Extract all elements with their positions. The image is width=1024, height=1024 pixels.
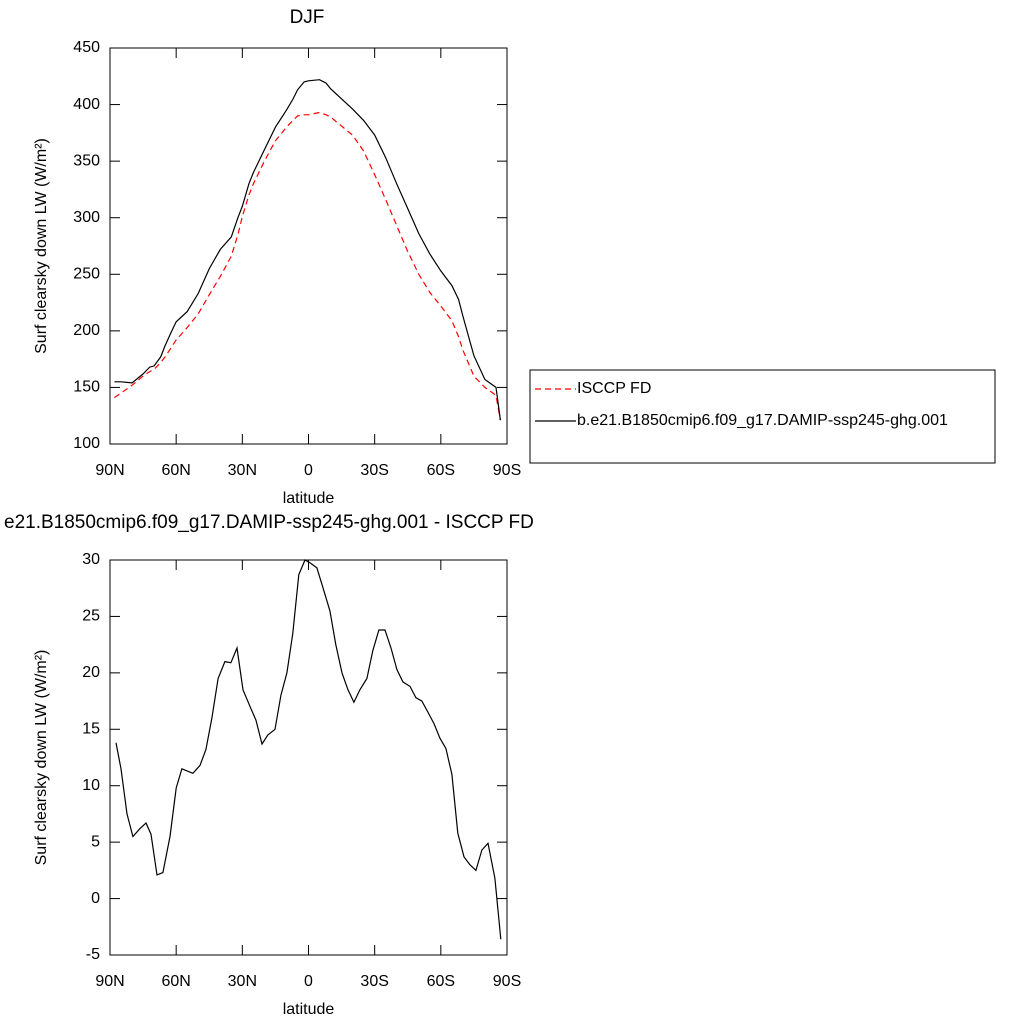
x-tick-label: 0 <box>304 462 313 479</box>
x-tick-label: 30S <box>360 462 388 479</box>
y-tick-label: 300 <box>73 209 100 226</box>
legend-box <box>529 369 996 464</box>
chart-title: e21.B1850cmip6.f09_g17.DAMIP-ssp245-ghg.… <box>4 512 534 533</box>
y-axis-label: Surf clearsky down LW (W/m²) <box>33 650 50 866</box>
y-tick-label: 10 <box>82 777 100 794</box>
legend-label: b.e21.B1850cmip6.f09_g17.DAMIP-ssp245-gh… <box>577 412 948 429</box>
x-tick-label: 0 <box>304 973 313 990</box>
x-tick-label: 60S <box>427 973 455 990</box>
y-tick-label: 25 <box>82 608 100 625</box>
y-tick-label: 30 <box>82 551 100 568</box>
data-line <box>114 111 501 421</box>
x-tick-label: 60N <box>161 973 190 990</box>
data-line <box>115 559 502 940</box>
y-tick-label: 350 <box>73 152 100 169</box>
chart-title: DJF <box>290 7 325 28</box>
y-tick-label: 15 <box>82 721 100 738</box>
x-tick-label: 30N <box>228 462 257 479</box>
plot-frame <box>109 559 508 956</box>
x-tick-label: 30S <box>360 973 388 990</box>
x-tick-label: 90S <box>493 462 521 479</box>
x-tick-label: 60N <box>161 462 190 479</box>
y-tick-label: 5 <box>91 833 100 850</box>
legend-label: ISCCP FD <box>577 380 651 397</box>
y-tick-label: 100 <box>73 435 100 452</box>
y-tick-label: 400 <box>73 96 100 113</box>
x-tick-label: 30N <box>228 973 257 990</box>
x-tick-label: 90S <box>493 973 521 990</box>
x-tick-label: 90N <box>95 462 124 479</box>
data-line <box>114 79 501 421</box>
y-tick-label: 20 <box>82 664 100 681</box>
x-tick-label: 60S <box>427 462 455 479</box>
y-axis-label: Surf clearsky down LW (W/m²) <box>33 138 50 354</box>
y-tick-label: -5 <box>86 946 100 963</box>
y-tick-label: 150 <box>73 379 100 396</box>
y-tick-label: 450 <box>73 39 100 56</box>
y-tick-label: 250 <box>73 266 100 283</box>
x-axis-label: latitude <box>283 1001 335 1018</box>
y-tick-label: 200 <box>73 322 100 339</box>
y-tick-label: 0 <box>91 890 100 907</box>
plot-frame <box>109 47 508 445</box>
x-axis-label: latitude <box>283 490 335 507</box>
x-tick-label: 90N <box>95 973 124 990</box>
